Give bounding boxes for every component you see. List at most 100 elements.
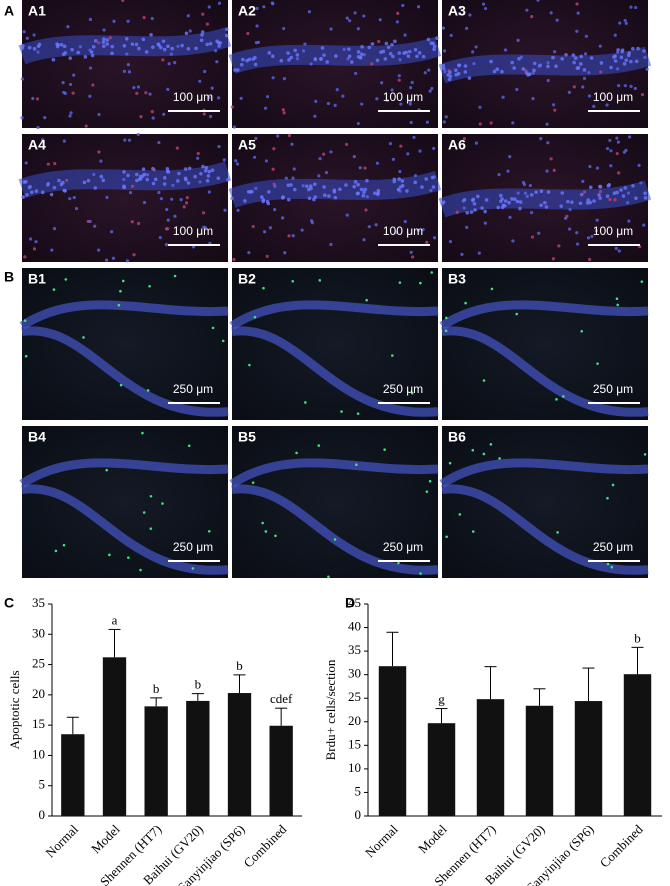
nucleus [137, 46, 141, 51]
nucleus [627, 51, 632, 55]
nucleus [62, 90, 66, 95]
nucleus [413, 180, 418, 185]
nucleus [634, 196, 638, 200]
nucleus [307, 187, 311, 192]
image-bg [22, 268, 228, 420]
nucleus [571, 53, 576, 57]
nucleus [27, 45, 32, 50]
marker [119, 383, 123, 387]
nucleus [314, 99, 318, 103]
nucleus [473, 208, 477, 212]
image-label: B4 [28, 429, 46, 445]
nucleus [478, 105, 482, 109]
nucleus [286, 183, 291, 188]
marker [555, 398, 558, 401]
nucleus [295, 57, 300, 61]
nucleus [616, 140, 621, 144]
nucleus [346, 57, 350, 61]
nucleus [166, 227, 170, 231]
micrograph: B2 250 μm [229, 268, 439, 420]
nucleus [581, 85, 585, 89]
bar [144, 706, 168, 816]
nucleus [401, 3, 405, 8]
nucleus [31, 96, 35, 101]
nucleus [208, 41, 213, 46]
bar [427, 723, 456, 816]
micrograph: B3 250 μm [439, 268, 649, 420]
panel-letter: B [4, 269, 14, 285]
nucleus [71, 91, 75, 95]
nucleus [420, 185, 424, 189]
nucleus [232, 257, 236, 262]
nucleus [86, 219, 90, 223]
nucleus [572, 85, 576, 89]
nucleus [101, 178, 106, 183]
nucleus [615, 136, 619, 140]
nucleus [605, 103, 609, 107]
nucleus [167, 62, 171, 66]
nucleus [104, 258, 109, 262]
nucleus [65, 178, 69, 183]
nucleus [232, 125, 236, 129]
nucleus [391, 157, 396, 161]
nucleus [619, 188, 623, 192]
nucleus [199, 38, 204, 43]
nucleus [151, 166, 155, 171]
nucleus [34, 189, 39, 193]
nucleus [426, 37, 431, 42]
nucleus [173, 61, 177, 65]
nucleus [586, 236, 591, 240]
nucleus [234, 159, 238, 163]
nucleus [50, 248, 54, 252]
scale-label: 100 μm [593, 224, 633, 238]
image-label: A4 [28, 137, 46, 153]
nucleus [475, 194, 480, 199]
nucleus [246, 189, 251, 194]
scale-label: 100 μm [383, 224, 423, 238]
marker [291, 279, 295, 283]
nucleus [629, 59, 633, 64]
nucleus [359, 52, 364, 57]
cell-layer [231, 484, 439, 575]
nucleus [501, 95, 505, 99]
nucleus [142, 200, 147, 205]
nucleus [613, 198, 617, 202]
nucleus [182, 205, 186, 209]
nucleus [161, 39, 166, 44]
nucleus [614, 246, 618, 251]
nucleus [606, 184, 611, 188]
nucleus [29, 190, 34, 194]
scale-label: 100 μm [593, 90, 633, 104]
nucleus [399, 144, 403, 148]
nucleus [233, 68, 237, 72]
nucleus [592, 199, 596, 203]
nucleus [642, 223, 646, 227]
nucleus [370, 42, 375, 46]
cell-layer [21, 484, 229, 575]
nucleus [151, 116, 155, 120]
nucleus [365, 178, 369, 183]
nucleus [463, 64, 468, 68]
nucleus [270, 1, 274, 5]
nucleus [207, 169, 212, 174]
nucleus [400, 179, 405, 183]
nucleus [620, 49, 624, 54]
nucleus [354, 71, 358, 76]
nucleus [462, 137, 466, 141]
nucleus [375, 58, 380, 63]
nucleus [588, 185, 593, 190]
nucleus [122, 170, 126, 174]
nucleus [523, 191, 528, 195]
nucleus [230, 105, 234, 109]
marker [251, 481, 255, 484]
nucleus [365, 195, 369, 199]
nucleus [329, 242, 333, 247]
marker [333, 538, 337, 541]
nucleus [83, 55, 88, 59]
nucleus [159, 197, 164, 201]
nucleus [141, 167, 146, 172]
nucleus [358, 166, 362, 170]
nucleus [586, 198, 590, 202]
nucleus [362, 238, 366, 242]
nucleus [643, 191, 647, 196]
